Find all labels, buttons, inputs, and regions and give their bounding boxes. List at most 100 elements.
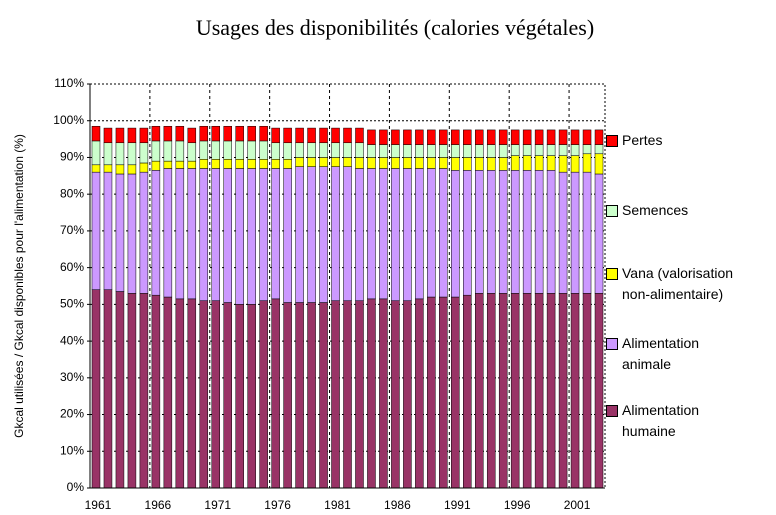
bar-segment [235,140,244,160]
bar-segment [307,302,316,489]
bar-segment [451,129,460,145]
bar-segment [427,296,436,489]
bar-segment [474,170,484,294]
bar-segment [295,142,304,158]
bar-segment [283,168,292,303]
bar-segment [319,302,328,489]
bar-segment [139,127,149,144]
bar-segment [582,144,592,155]
bar-segment [379,129,388,145]
bar-segment [247,304,256,489]
y-tick-label: 40% [60,333,84,347]
bar-segment [439,168,448,298]
bar-segment [163,140,173,162]
bar-segment [463,129,472,145]
x-tick-label: 1961 [85,498,112,512]
bar-segment [522,155,532,171]
legend-item: Vana (valorisation non-alimentaire) [606,263,747,305]
bar-segment [151,170,161,296]
bar-segment [139,293,149,489]
bar-segment [570,155,580,173]
bar-segment [474,293,484,489]
bar-segment [391,129,400,145]
bar-segment [151,160,161,171]
bar-segment [175,160,185,169]
legend-swatch [606,268,618,280]
bar-segment [463,294,472,489]
legend-label: Alimentation animale [622,335,700,372]
bar-segment [139,162,149,173]
bar-segment [534,170,544,294]
bar-segment [295,127,304,144]
bar-segment [331,127,340,144]
y-tick-label: 30% [60,370,84,384]
bar-segment [271,159,280,169]
bar-segment [510,170,520,294]
bar-segment [367,168,376,300]
bar-segment [187,127,197,144]
bar-segment [343,127,352,144]
bar-segment [403,157,412,169]
y-tick-label: 20% [60,407,84,421]
bar-segment [355,300,364,489]
bar-segment [103,142,113,166]
bar-segment [343,142,352,158]
legend-item: Semences [606,200,747,221]
bar-segment [594,144,604,155]
legend-label: Semences [622,202,689,218]
bar-segment [522,170,532,294]
bar-segment [594,293,604,489]
bar-segment [247,159,256,169]
legend-swatch [606,405,618,417]
bar-segment [415,129,424,145]
bar-segment [534,144,544,156]
legend-item: Alimentation animale [606,333,747,375]
bar-segment [522,144,532,156]
legend-label: Alimentation humaine [622,402,700,439]
bar-segment [415,157,424,169]
bar-segment [247,125,256,142]
bar-segment [103,127,113,144]
bar-segment [522,293,532,489]
bar-segment [91,125,101,142]
legend-item: Alimentation humaine [606,400,747,442]
bar-segment [247,168,256,305]
bar-segment [139,171,149,294]
bar-segment [175,298,185,489]
bar-segment [498,293,508,489]
y-tick-label: 0% [67,480,85,494]
y-tick-label: 50% [60,297,84,311]
bar-segment [558,171,568,294]
x-tick-label: 1976 [264,498,291,512]
bar-segment [199,125,209,142]
bar-segment [403,168,412,301]
bar-segment [546,129,556,145]
x-tick-label: 1996 [504,498,531,512]
bar-segment [355,142,364,158]
bar-segment [439,296,448,489]
bar-segment [427,129,436,145]
bar-segment [91,164,101,173]
bar-segment [451,157,460,171]
bar-segment [486,129,496,145]
bar-segment [498,170,508,294]
bar-segment [403,129,412,145]
bar-segment [91,289,101,489]
bar-segment [235,125,244,142]
bar-segment [103,164,113,173]
bar-segment [115,164,125,175]
bar-segment [463,157,472,171]
bar-segment [510,293,520,489]
bar-segment [594,173,604,294]
bar-segment [367,129,376,145]
bar-segment [546,170,556,294]
legend-swatch [606,205,618,217]
bar-segment [355,168,364,301]
bar-segment [439,129,448,145]
bar-segment [391,144,400,158]
bar-segment [295,166,304,303]
bar-segment [127,293,137,489]
bar-segment [498,144,508,158]
bar-segment [343,300,352,489]
bar-segment [510,129,520,145]
